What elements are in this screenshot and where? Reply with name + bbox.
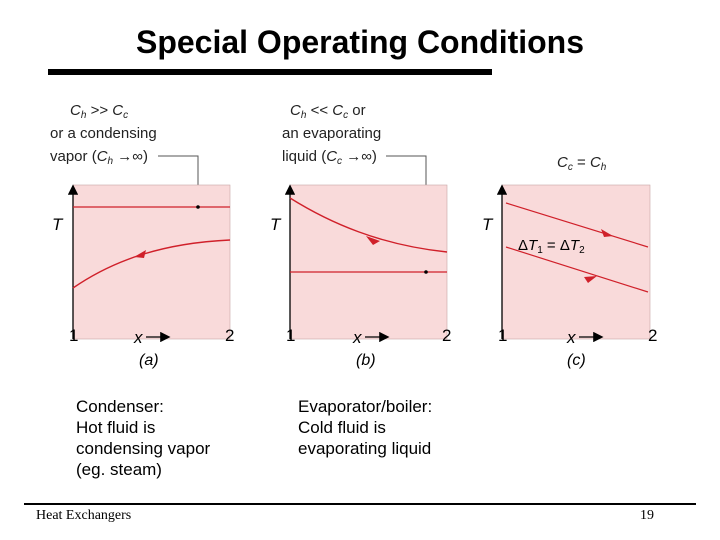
panel-b-annotation-line-1: Ch << Cc or	[290, 102, 366, 121]
panel-b-background	[289, 184, 448, 340]
slide-title: Special Operating Conditions	[135, 24, 585, 60]
operating-conditions-figure: Ch >> Cc or a condensing vapor (Ch →∞) T…	[50, 102, 657, 369]
panel-b-flow-arrow	[366, 236, 380, 245]
panel-b-x-end: 2	[442, 326, 451, 345]
panel-a-background	[72, 184, 231, 340]
panel-c-annotation: Cc = Ch	[557, 154, 607, 173]
panel-c: Cc = Ch T ΔT1 = ΔT2 1 2 x (c)	[482, 154, 657, 369]
page-number: 19	[640, 508, 654, 523]
panel-c-label: (c)	[567, 352, 586, 369]
condenser-caption: Condenser: Hot fluid is condensing vapor…	[76, 396, 210, 480]
evaporator-caption-line-1: Evaporator/boiler:	[298, 397, 433, 416]
panel-a-x-label: x	[133, 328, 143, 347]
panel-b-x-start: 1	[286, 326, 295, 345]
panel-c-hot-flow-arrow	[601, 229, 613, 237]
condenser-caption-line-2: Hot fluid is	[76, 418, 156, 437]
panel-b: Ch << Cc or an evaporating liquid (Cc →∞…	[270, 102, 451, 369]
panel-a-saturation-point	[196, 205, 200, 209]
panel-a-label: (a)	[139, 352, 159, 369]
panel-b-y-label: T	[270, 215, 282, 234]
footer-title: Heat Exchangers	[36, 508, 132, 523]
panel-b-hot-fluid-curve	[289, 197, 448, 253]
evaporator-caption-line-3: evaporating liquid	[298, 439, 432, 458]
panel-a-flow-arrow	[134, 250, 146, 258]
panel-b-annotation-line-3: liquid (Cc →∞)	[282, 148, 377, 167]
panel-c-delta-t-label: ΔT1 = ΔT2	[518, 237, 585, 256]
footer-rule	[24, 503, 696, 505]
panel-b-saturation-point	[424, 270, 428, 274]
panel-c-x-end: 2	[648, 326, 657, 345]
panel-c-cold-fluid-line	[505, 246, 649, 293]
panel-b-x-label: x	[352, 328, 362, 347]
panel-c-y-label: T	[482, 215, 494, 234]
evaporator-caption: Evaporator/boiler: Cold fluid is evapora…	[298, 396, 432, 459]
panel-a-y-label: T	[52, 215, 64, 234]
panel-c-hot-fluid-line	[505, 202, 649, 248]
panel-b-label: (b)	[356, 352, 376, 369]
panel-a-x-start: 1	[69, 326, 78, 345]
panel-a: Ch >> Cc or a condensing vapor (Ch →∞) T…	[50, 102, 234, 369]
panel-a-annotation-line-1: Ch >> Cc	[70, 102, 128, 121]
panel-c-x-label: x	[566, 328, 576, 347]
title-underline	[48, 69, 492, 75]
condenser-caption-line-4: (eg. steam)	[76, 460, 162, 479]
panel-a-x-end: 2	[225, 326, 234, 345]
panel-c-x-start: 1	[498, 326, 507, 345]
panel-c-cold-flow-arrow	[584, 276, 597, 283]
panel-a-annotation-line-2: or a condensing	[50, 125, 157, 142]
condenser-caption-line-1: Condenser:	[76, 397, 164, 416]
panel-b-annotation-line-2: an evaporating	[282, 125, 381, 142]
panel-c-background	[501, 184, 651, 340]
panel-a-annotation-line-3: vapor (Ch →∞)	[50, 148, 148, 167]
condenser-caption-line-3: condensing vapor	[76, 439, 211, 458]
evaporator-caption-line-2: Cold fluid is	[298, 418, 386, 437]
